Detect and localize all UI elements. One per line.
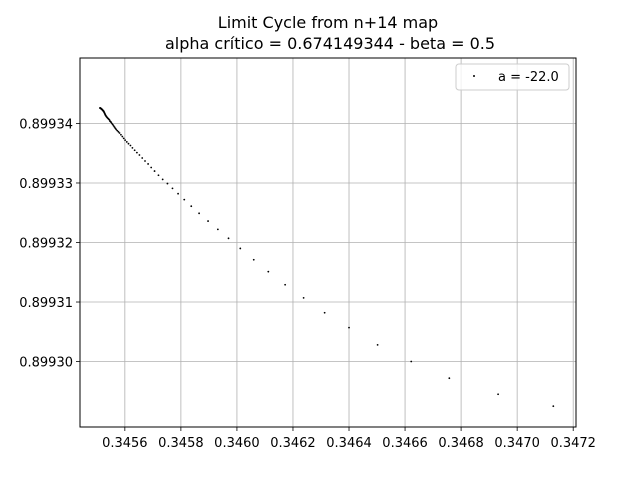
- data-point: [150, 166, 153, 169]
- data-point: [118, 132, 121, 134]
- data-point: [183, 198, 186, 201]
- data-point: [161, 178, 164, 181]
- data-point: [135, 151, 138, 154]
- data-point: [117, 130, 120, 133]
- data-point: [129, 144, 132, 147]
- data-point: [198, 212, 200, 215]
- chart-title: Limit Cycle from n+14 map: [218, 13, 438, 32]
- plot-frame: [79, 57, 577, 428]
- data-point: [121, 135, 124, 138]
- data-point: [323, 311, 326, 314]
- x-axis-ticks: 0.3456 0.3458 0.3460 0.3462 0.3464 0.3466 0.34…: [102, 427, 596, 451]
- data-point: [116, 129, 119, 132]
- data-point: [124, 139, 127, 142]
- series-points: [98, 107, 555, 408]
- legend: a = -22.0: [455, 63, 570, 91]
- data-point: [239, 247, 242, 250]
- data-point: [227, 237, 230, 240]
- x-tick-label: 0.3456: [102, 436, 148, 451]
- data-point: [252, 258, 255, 261]
- data-point: [216, 228, 219, 231]
- data-point: [410, 360, 413, 363]
- data-point: [153, 170, 156, 172]
- data-point: [284, 283, 287, 286]
- data-point: [166, 182, 169, 185]
- data-point: [120, 133, 122, 136]
- data-point: [141, 157, 144, 159]
- y-tick-label: 0.89931: [19, 296, 73, 311]
- data-point: [125, 141, 128, 143]
- y-tick-label: 0.89934: [19, 117, 73, 132]
- legend-label: a = -22.0: [498, 70, 559, 85]
- data-point: [497, 393, 499, 396]
- legend-box: [455, 63, 570, 91]
- data-point: [138, 154, 141, 156]
- data-point: [144, 160, 146, 162]
- y-tick-label: 0.89933: [19, 177, 73, 192]
- x-tick-label: 0.3462: [270, 436, 316, 451]
- data-point: [133, 149, 136, 152]
- data-point: [98, 107, 101, 109]
- data-point: [122, 137, 125, 140]
- x-tick-label: 0.3464: [326, 436, 372, 451]
- y-tick-label: 0.89932: [19, 237, 73, 252]
- data-point: [127, 142, 130, 145]
- y-tick-label: 0.89930: [19, 356, 73, 371]
- data-point: [267, 270, 270, 273]
- x-tick-label: 0.3466: [382, 436, 428, 451]
- data-point: [552, 405, 555, 408]
- x-tick-label: 0.3458: [158, 436, 204, 451]
- chart-subtitle: alpha crítico = 0.674149344 - beta = 0.5: [165, 34, 495, 53]
- data-point: [147, 163, 149, 165]
- legend-marker: [473, 75, 475, 77]
- data-point: [376, 343, 379, 346]
- y-axis-ticks: 0.89930 0.89931 0.89932 0.89933 0.89934: [19, 117, 80, 371]
- data-point: [157, 174, 160, 177]
- data-point: [302, 296, 305, 299]
- data-point: [190, 205, 193, 208]
- grid-lines: [80, 58, 576, 427]
- data-point: [131, 146, 134, 149]
- x-tick-label: 0.3460: [214, 436, 260, 451]
- data-point: [348, 326, 350, 329]
- x-tick-label: 0.3468: [438, 436, 484, 451]
- data-point: [177, 192, 179, 195]
- data-point: [448, 377, 451, 380]
- data-point: [207, 220, 209, 222]
- x-tick-label: 0.3470: [494, 436, 540, 451]
- data-point: [171, 187, 174, 190]
- x-tick-label: 0.3472: [550, 436, 596, 451]
